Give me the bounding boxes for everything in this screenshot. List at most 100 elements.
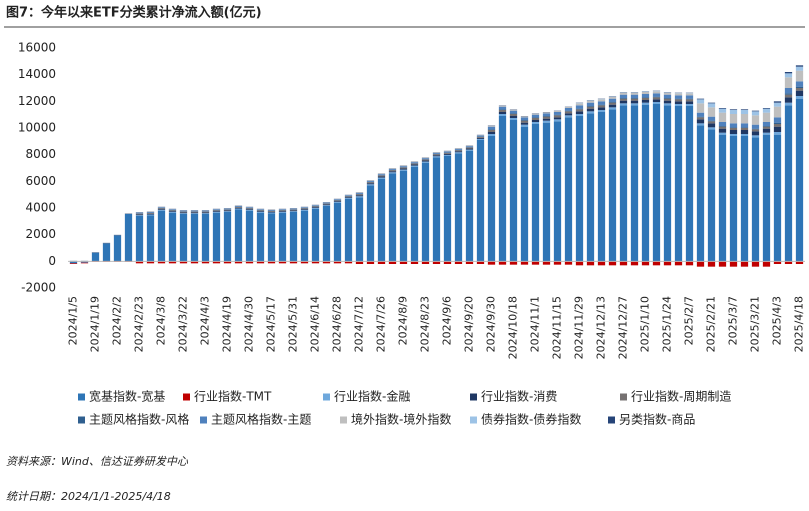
bar-segment: [388, 168, 397, 169]
bar-segment: [179, 211, 188, 213]
bar-segment: [289, 212, 298, 262]
y-tick-label: 10000: [18, 121, 56, 135]
legend-marker: [608, 416, 615, 424]
chart-title: 图7：今年以来ETF分类累计净流入额(亿元): [6, 5, 262, 21]
bar-segment: [487, 132, 496, 134]
bar-segment: [498, 112, 507, 114]
bar-segment: [707, 127, 716, 130]
bar-segment: [729, 130, 738, 134]
bar-segment: [652, 91, 661, 94]
bar-segment: [190, 261, 199, 264]
bar-segment: [784, 73, 793, 78]
bar-segment: [729, 261, 738, 267]
legend-marker: [470, 393, 477, 401]
bar-segment: [410, 261, 419, 264]
bar-segment: [718, 122, 727, 126]
bar-segment: [333, 201, 342, 203]
bar-segment: [399, 166, 408, 168]
bar-segment: [443, 154, 452, 156]
bar-segment: [751, 131, 760, 136]
x-tick-label: 2024/2/2: [111, 296, 124, 345]
bar-segment: [652, 99, 661, 102]
bar-segment: [663, 103, 672, 106]
bar-segment: [641, 98, 650, 100]
bar-segment: [740, 110, 749, 114]
bar-segment: [641, 92, 650, 94]
bar-segment: [740, 123, 749, 128]
bar-segment: [388, 170, 397, 172]
bar-segment: [212, 212, 221, 262]
bar-segment: [553, 115, 562, 118]
bar-segment: [509, 109, 518, 111]
x-tick-label: 2025/2/7: [683, 296, 696, 345]
legend-label: 主题风格指数-主题: [211, 412, 311, 427]
bar-segment: [531, 124, 540, 262]
bar-segment: [685, 95, 694, 99]
bar-segment: [80, 261, 89, 263]
x-tick-label: 2025/1/24: [661, 296, 674, 352]
bar-segment: [432, 261, 441, 264]
bar-segment: [322, 203, 331, 205]
bar-segment: [707, 107, 716, 117]
bar-segment: [553, 112, 562, 115]
bar-segment: [751, 128, 760, 130]
bar-segment: [223, 209, 232, 211]
bar-segment: [751, 115, 760, 125]
bar-segment: [531, 120, 540, 122]
bar-segment: [696, 123, 705, 126]
bar-segment: [234, 205, 243, 207]
bar-segment: [663, 100, 672, 104]
bar-segment: [201, 212, 210, 214]
bar-segment: [212, 211, 221, 213]
bar-segment: [685, 93, 694, 96]
bar-segment: [740, 114, 749, 124]
bar-segment: [597, 110, 606, 112]
bar-segment: [674, 95, 683, 99]
bar-segment: [663, 105, 672, 262]
bar-segment: [234, 207, 243, 209]
bar-segment: [476, 134, 485, 136]
bar-segment: [333, 201, 342, 202]
bar-segment: [762, 108, 771, 109]
bar-segment: [168, 210, 177, 212]
bar-segment: [421, 162, 430, 262]
bar-segment: [113, 235, 122, 262]
bar-segment: [212, 210, 221, 212]
x-tick-label: 2025/2/21: [705, 296, 718, 352]
bar-segment: [762, 112, 771, 122]
bar-segment: [685, 99, 694, 102]
bar-segment: [135, 216, 144, 262]
x-tick-label: 2024/1/19: [89, 296, 102, 352]
bar-segment: [751, 129, 760, 132]
bar-segment: [685, 101, 694, 104]
bar-segment: [311, 208, 320, 262]
bar-segment: [652, 261, 661, 266]
bar-segment: [487, 134, 496, 136]
bar-segment: [773, 126, 782, 132]
bar-segment: [300, 209, 309, 211]
bar-segment: [366, 184, 375, 186]
bar-segment: [465, 261, 474, 264]
bar-segment: [267, 213, 276, 262]
bar-segment: [795, 90, 804, 96]
bar-segment: [487, 261, 496, 265]
bar-segment: [608, 109, 617, 262]
x-tick-label: 2024/12/13: [595, 296, 608, 359]
bar-segment: [773, 101, 782, 103]
bar-segment: [674, 98, 683, 100]
x-tick-label: 2024/12/27: [617, 296, 630, 359]
bar-segment: [135, 212, 144, 214]
bar-segment: [564, 115, 573, 118]
bar-segment: [674, 101, 683, 104]
bar-segment: [531, 117, 540, 118]
bar-segment: [564, 108, 573, 111]
bar-segment: [476, 138, 485, 140]
bar-segment: [322, 205, 331, 206]
bar-segment: [729, 136, 738, 262]
bar-segment: [652, 97, 661, 100]
bar-segment: [388, 172, 397, 174]
bar-segment: [179, 210, 188, 212]
y-tick-label: -2000: [21, 281, 56, 295]
legend-label: 行业指数-周期制造: [631, 389, 731, 404]
bar-segment: [520, 124, 529, 127]
